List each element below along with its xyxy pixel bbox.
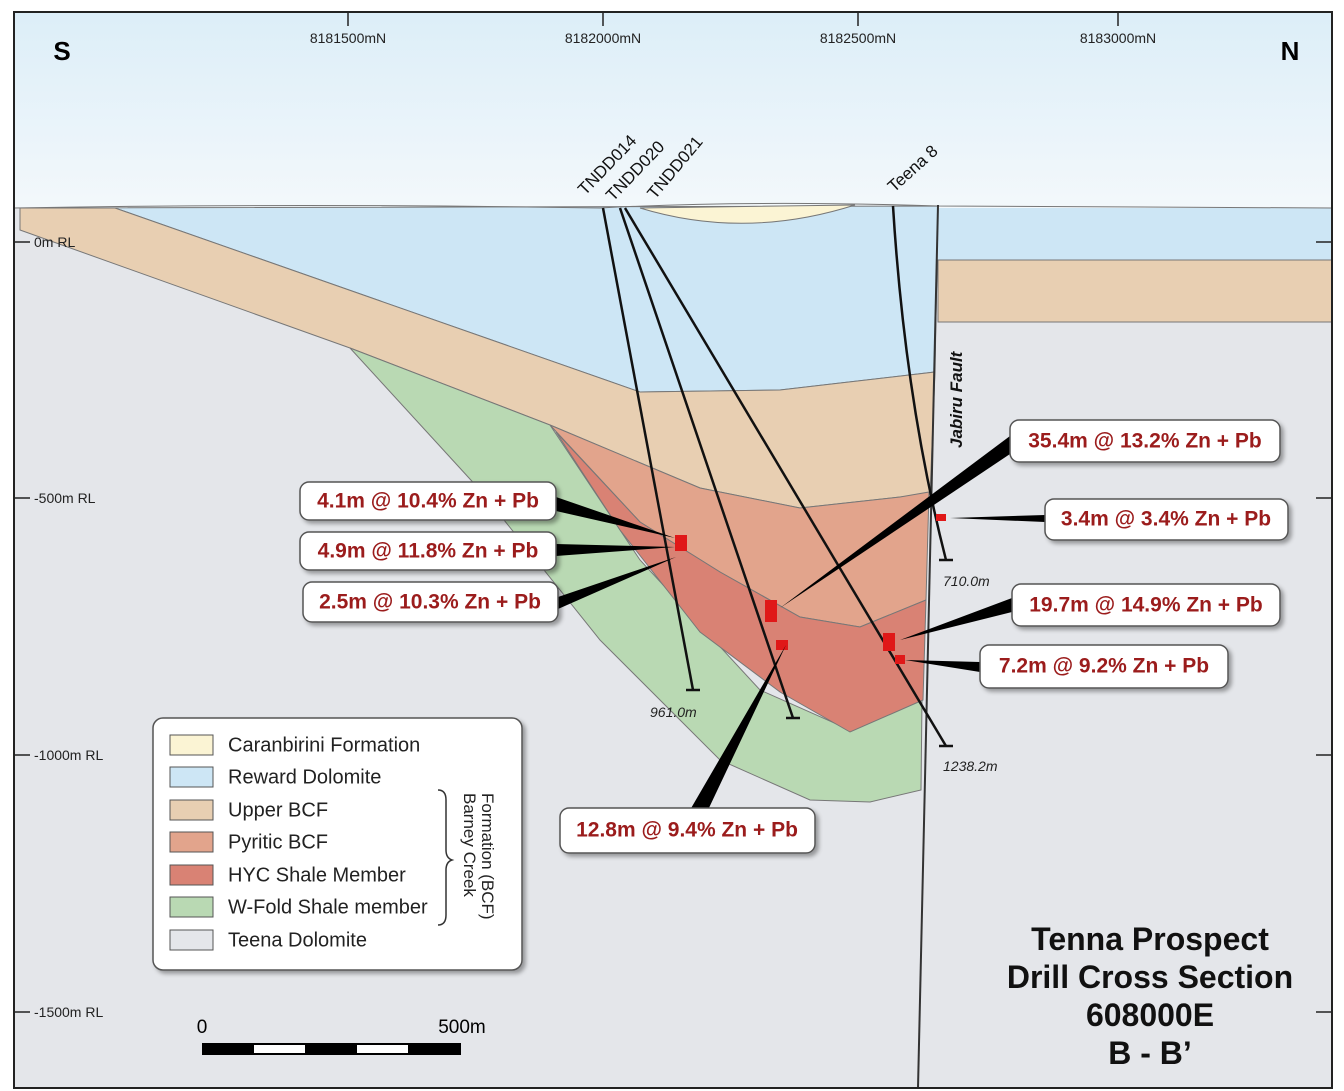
title-line: B - B’: [1108, 1035, 1192, 1071]
callout-box: [1009, 419, 1281, 463]
intercept: 2.5m @ 10.3% Zn + Pb: [319, 591, 541, 614]
elevation: 0m RL: [34, 234, 75, 250]
intercept: 4.9m @ 11.8% Zn + Pb: [318, 540, 539, 563]
elevation: -500m RL: [34, 490, 96, 506]
mark: [883, 633, 895, 651]
title-line: Drill Cross Section: [1007, 959, 1293, 995]
leader: [780, 436, 1010, 608]
scale-label: 500m: [438, 1017, 486, 1038]
hole-depth: 961.0m: [650, 704, 697, 720]
elevation: -1500m RL: [34, 1004, 103, 1020]
mark: [765, 600, 777, 622]
legend-item: Caranbirini Formation: [228, 734, 420, 756]
sky: [14, 12, 1332, 208]
frame: [13, 11, 1333, 1089]
legend-item: Teena Dolomite: [228, 929, 367, 951]
swatch: [169, 734, 214, 756]
hole-depth: 1238.2m: [943, 758, 998, 774]
northing: 8182500mN: [820, 30, 896, 46]
axes: S N 8181500mN 8182000mN 8182500mN 818300…: [13, 11, 1333, 1089]
scale-bar: 0 500m: [197, 1017, 486, 1055]
legend-item: Pyritic BCF: [228, 831, 328, 853]
hole-trace: [891, 205, 948, 561]
leader: [556, 497, 675, 538]
mark: [936, 514, 946, 521]
hole-depth: 710.0m: [943, 573, 990, 589]
intercept: 19.7m @ 14.9% Zn + Pb: [1029, 594, 1263, 617]
swatch: [169, 766, 214, 788]
callouts: 4.1m @ 10.4% Zn + Pb 4.9m @ 11.8% Zn + P…: [299, 419, 1289, 854]
w-fold-shale: [349, 347, 923, 803]
leaders: [556, 436, 1045, 810]
mark: [895, 655, 905, 664]
intercept: 3.4m @ 3.4% Zn + Pb: [1061, 508, 1271, 531]
direction: N: [1281, 36, 1300, 66]
hole-trace: [618, 207, 795, 719]
legend-item: HYC Shale Member: [228, 864, 406, 886]
caranbirini-lens: [639, 204, 856, 224]
callout-box: [299, 481, 557, 521]
fault-label: Jabiru Fault: [947, 350, 966, 448]
surface: [13, 202, 1333, 209]
intercept: 7.2m @ 9.2% Zn + Pb: [999, 655, 1209, 678]
upper-bcf-n: [937, 259, 1333, 323]
direction: S: [53, 36, 70, 66]
swatch: [169, 799, 214, 821]
legend: Caranbirini Formation Reward Dolomite Up…: [152, 717, 523, 971]
leader: [556, 544, 675, 556]
callout-box: [559, 807, 816, 854]
scale-seg: [408, 1044, 460, 1054]
hole-trace: [601, 207, 695, 691]
bracket: [437, 789, 455, 926]
mark: [776, 640, 788, 650]
title-line: Tenna Prospect: [1031, 921, 1269, 957]
title: Tenna Prospect Drill Cross Section 60800…: [1007, 921, 1293, 1071]
scale-seg: [305, 1044, 357, 1054]
drill-holes: [601, 205, 953, 748]
legend-item: Upper BCF: [228, 799, 328, 821]
legend-box: [152, 717, 523, 971]
callout-box: [1044, 498, 1289, 541]
callout-box: [979, 644, 1229, 689]
legend-item: Reward Dolomite: [228, 766, 381, 788]
intercept: 35.4m @ 13.2% Zn + Pb: [1028, 430, 1262, 453]
northing: 8182000mN: [565, 30, 641, 46]
legend-item: W-Fold Shale member: [228, 896, 428, 918]
group-label: Formation (BCF): [478, 793, 497, 920]
swatch: [169, 864, 214, 886]
northing: 8181500mN: [310, 30, 386, 46]
intercept-marks: [675, 514, 946, 664]
fault-line: [917, 204, 939, 1089]
callout-box: [302, 581, 559, 623]
elevation: -1000m RL: [34, 747, 103, 763]
northing: 8183000mN: [1080, 30, 1156, 46]
intercept: 12.8m @ 9.4% Zn + Pb: [576, 819, 798, 842]
swatch: [169, 896, 214, 918]
leader: [690, 645, 786, 810]
reward-dolomite-n: [938, 208, 1332, 260]
leader: [900, 598, 1012, 640]
leader: [950, 515, 1045, 522]
swatch: [169, 929, 214, 951]
hole-trace: [623, 207, 948, 747]
hyc-shale: [555, 431, 927, 733]
leader: [558, 557, 676, 609]
group-label: Barney Creek: [460, 793, 479, 897]
callout-box: [1011, 583, 1281, 627]
leader: [905, 660, 980, 672]
intercept: 4.1m @ 10.4% Zn + Pb: [317, 490, 539, 513]
callout-box: [299, 531, 557, 571]
scale-seg: [203, 1044, 254, 1054]
scale-label: 0: [197, 1017, 208, 1038]
swatch: [169, 831, 214, 853]
mark: [675, 535, 687, 551]
title-line: 608000E: [1086, 997, 1214, 1033]
